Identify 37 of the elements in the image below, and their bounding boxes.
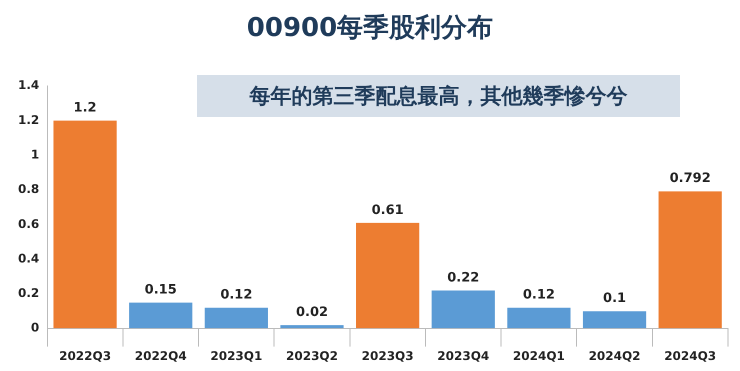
bar bbox=[432, 290, 495, 328]
x-tick-label: 2023Q2 bbox=[286, 348, 338, 363]
bar bbox=[356, 222, 420, 328]
x-tick-label: 2024Q3 bbox=[664, 348, 716, 363]
y-tick-label: 0.2 bbox=[18, 286, 40, 300]
bar bbox=[53, 120, 117, 328]
y-tick-label: 0.6 bbox=[18, 216, 40, 231]
y-tick-label: 1.4 bbox=[18, 78, 40, 92]
x-tick-label: 2023Q3 bbox=[362, 348, 414, 363]
bar bbox=[507, 308, 571, 328]
y-tick-label: 1 bbox=[30, 147, 40, 162]
chart-title: 00900每季股利分布 bbox=[246, 12, 494, 45]
data-label: 0.792 bbox=[670, 171, 711, 186]
y-tick-label: 0.4 bbox=[18, 251, 40, 266]
data-label: 1.2 bbox=[74, 100, 97, 116]
y-tick-label: 1.2 bbox=[18, 112, 40, 127]
data-label: 0.22 bbox=[447, 270, 480, 286]
x-tick-label: 2023Q4 bbox=[437, 348, 490, 363]
x-tick-label: 2023Q1 bbox=[210, 348, 262, 363]
data-label: 0.61 bbox=[372, 202, 404, 218]
x-tick-label: 2024Q2 bbox=[588, 348, 641, 363]
x-tick-label: 2024Q1 bbox=[512, 348, 565, 363]
bar bbox=[280, 325, 344, 328]
data-label: 0.12 bbox=[220, 288, 252, 303]
callout-box: 每年的第三季配息最高，其他幾季慘兮兮 bbox=[197, 75, 680, 117]
y-tick-label: 0.8 bbox=[18, 182, 40, 196]
data-label: 0.02 bbox=[296, 305, 328, 320]
x-tick-label: 2022Q4 bbox=[134, 348, 187, 363]
y-tick-label: 0 bbox=[30, 320, 40, 335]
data-label: 0.12 bbox=[522, 288, 555, 303]
bar bbox=[204, 308, 268, 328]
data-label: 0.1 bbox=[603, 291, 626, 306]
x-tick-label: 2022Q3 bbox=[59, 348, 112, 363]
bar bbox=[582, 311, 646, 328]
bar bbox=[658, 191, 722, 328]
data-label: 0.15 bbox=[144, 282, 177, 298]
bar bbox=[129, 302, 192, 328]
